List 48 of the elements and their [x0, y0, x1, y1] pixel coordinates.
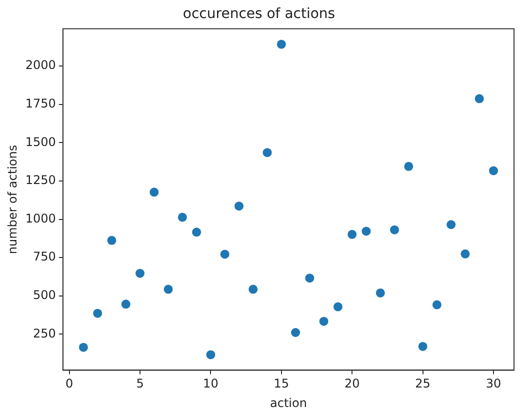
point — [305, 274, 314, 283]
point — [121, 300, 130, 309]
point — [248, 284, 258, 294]
point — [276, 40, 286, 49]
x-tick-label: 30 — [486, 376, 502, 391]
point — [107, 236, 116, 245]
point — [262, 148, 272, 158]
point — [150, 188, 159, 197]
point — [404, 162, 414, 171]
y-tick-label: 250 — [33, 326, 56, 340]
point — [220, 250, 230, 259]
x-tick-label: 5 — [136, 376, 144, 391]
x-tick-label: 15 — [274, 376, 290, 391]
point — [488, 166, 498, 176]
point — [164, 284, 173, 294]
point — [376, 288, 385, 298]
x-tick-label: 10 — [203, 376, 218, 391]
point — [206, 350, 216, 360]
y-tick-label: 1500 — [25, 134, 56, 149]
x-tick-label: 20 — [344, 376, 360, 391]
y-tick-label: 1250 — [25, 173, 56, 188]
y-tick-label: 2000 — [25, 58, 56, 72]
point — [474, 94, 484, 104]
point — [234, 202, 244, 211]
point — [333, 302, 342, 312]
point — [93, 308, 102, 318]
point — [362, 226, 371, 236]
x-tick-label: 25 — [415, 376, 430, 391]
y-tick-label: 1000 — [25, 211, 56, 226]
point — [432, 300, 442, 310]
chart-title: occurences of actions — [182, 6, 336, 22]
point — [136, 268, 144, 278]
point — [446, 220, 456, 230]
point — [390, 225, 400, 234]
x-axis-title: action — [270, 396, 307, 410]
y-axis-title: number of actions — [5, 144, 20, 254]
y-tick-label: 750 — [33, 250, 56, 264]
point — [348, 230, 357, 239]
point — [460, 249, 470, 258]
point — [418, 342, 428, 351]
point — [192, 228, 202, 237]
y-tick-label: 1750 — [25, 96, 56, 110]
point — [291, 328, 300, 338]
point — [178, 212, 187, 222]
y-tick-label: 500 — [33, 288, 56, 302]
x-tick-label: 0 — [65, 376, 74, 391]
point — [319, 316, 328, 326]
point — [78, 342, 88, 352]
